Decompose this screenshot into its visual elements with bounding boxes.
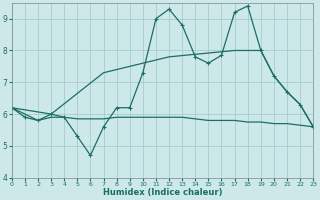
X-axis label: Humidex (Indice chaleur): Humidex (Indice chaleur) [103, 188, 222, 197]
